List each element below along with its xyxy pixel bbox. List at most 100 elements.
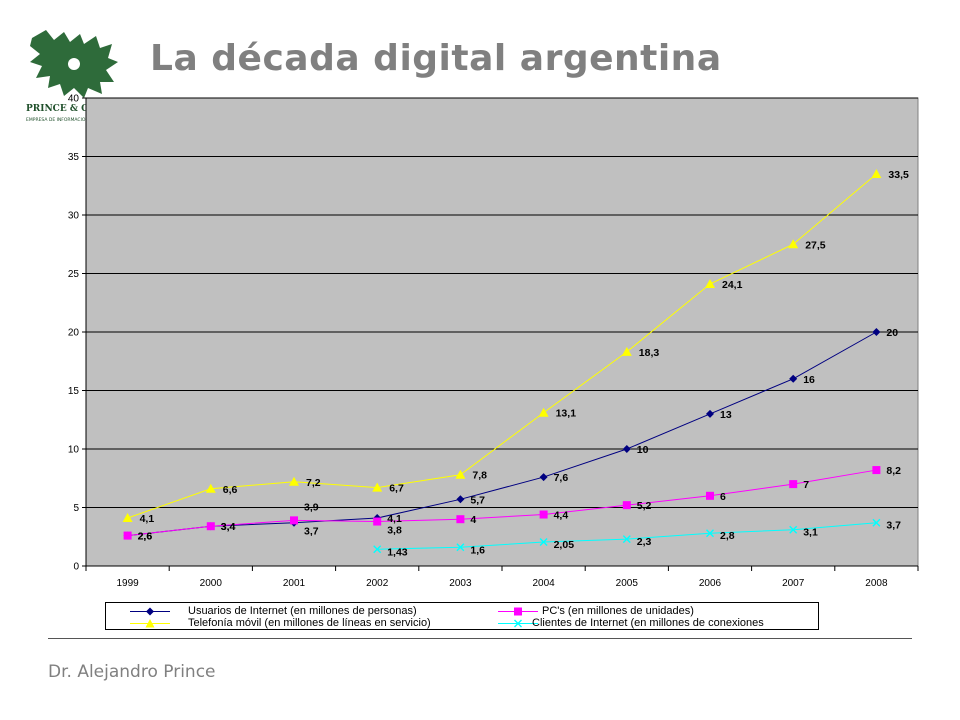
data-label-clientes: 2,8: [720, 530, 735, 542]
data-label-usuarios: 20: [886, 327, 898, 339]
data-label-clientes: 1,43: [387, 546, 408, 558]
data-point-telefonia: [455, 469, 466, 479]
data-point-pcs: [872, 466, 881, 475]
data-label-telefonia: 4,1: [140, 513, 155, 525]
legend-label-usuarios: Usuarios de Internet (en millones de per…: [188, 605, 417, 617]
triangle-marker-icon: [130, 619, 170, 628]
data-point-pcs: [789, 480, 798, 489]
data-label-usuarios: 16: [803, 374, 815, 386]
data-label-telefonia: 6,7: [389, 483, 404, 495]
data-point-pcs: [206, 522, 215, 531]
data-label-clientes: 2,05: [554, 539, 575, 551]
data-point-clientes-stroke: [706, 529, 714, 538]
data-label-clientes: 2,3: [637, 536, 652, 548]
y-tick-label: 30: [68, 211, 80, 222]
data-point-telefonia: [788, 239, 799, 249]
data-point-pcs: [373, 517, 382, 526]
square-marker-icon: [498, 607, 538, 616]
data-point-usuarios: [456, 495, 465, 504]
data-label-pcs: 7: [803, 479, 809, 491]
data-label-pcs: 2,6: [138, 531, 153, 543]
data-point-pcs: [706, 491, 714, 500]
y-tick-label: 15: [68, 386, 80, 397]
x-tick-label: 2007: [782, 578, 805, 589]
data-point-clientes-stroke: [373, 545, 382, 554]
data-label-pcs: 4,4: [554, 510, 569, 522]
data-point-telefonia: [372, 482, 383, 492]
page-title: La década digital argentina: [150, 38, 722, 79]
x-tick-label: 2008: [865, 578, 888, 589]
x-tick-label: 2002: [366, 578, 389, 589]
data-label-usuarios: 3,4: [221, 521, 236, 533]
data-point-clientes-stroke: [539, 538, 548, 547]
data-label-pcs: 8,2: [886, 465, 901, 477]
data-label-usuarios: 7,6: [554, 472, 569, 484]
logo-brand-text: PRINCE & C: [26, 104, 88, 114]
data-point-pcs: [123, 531, 132, 540]
chart-legend: Usuarios de Internet (en millones de per…: [105, 602, 819, 630]
data-label-usuarios: 2,6: [138, 531, 153, 543]
legend-label-clientes: Clientes de Internet (en millones de con…: [532, 617, 764, 629]
data-point-telefonia: [871, 169, 882, 179]
data-point-pcs: [290, 516, 298, 525]
data-label-clientes: 3,7: [886, 520, 901, 532]
data-point-clientes-stroke: [622, 535, 631, 544]
data-label-pcs: 3,4: [221, 521, 236, 533]
gridlines: [86, 97, 918, 508]
data-label-usuarios: 4,1: [387, 513, 402, 525]
data-label-telefonia: 18,3: [639, 347, 660, 359]
data-point-pcs: [456, 515, 465, 524]
data-label-pcs: 4: [470, 514, 476, 526]
x-axis: 1999 2000 2001 2002 2003 2004 2005 2006 2007 2008: [85, 565, 919, 589]
data-label-telefonia: 7,8: [472, 470, 487, 482]
data-label-usuarios: 3,7: [304, 526, 319, 538]
data-label-usuarios: 13: [720, 409, 732, 421]
data-point-clientes-stroke: [456, 543, 465, 552]
data-label-telefonia: 27,5: [805, 239, 826, 251]
y-tick-label: 20: [68, 328, 80, 339]
data-point-pcs: [539, 510, 548, 519]
logo-tagline-text: EMPRESA DE INFORMACION: [26, 117, 89, 123]
x-tick-label: 2005: [616, 578, 639, 589]
data-label-pcs: 3,8: [387, 525, 402, 537]
y-tick-label: 40: [68, 94, 80, 105]
data-label-usuarios: 10: [637, 444, 649, 456]
series-group: [122, 169, 882, 554]
data-label-pcs: 5,2: [637, 500, 652, 512]
data-point-usuarios: [539, 473, 548, 482]
data-label-telefonia: 7,2: [306, 477, 321, 489]
data-label-pcs: 6: [720, 491, 726, 503]
y-tick-label: 5: [73, 503, 79, 514]
data-point-usuarios: [789, 374, 798, 383]
data-point-usuarios: [872, 328, 881, 336]
y-tick-label: 0: [73, 562, 79, 573]
y-tick-label: 25: [68, 269, 80, 280]
series-line-telefonia: [127, 173, 877, 519]
data-point-telefonia: [205, 483, 216, 493]
data-label-telefonia: 6,6: [223, 484, 238, 496]
dragon-eye-shape: [68, 58, 80, 70]
data-point-usuarios: [622, 445, 631, 453]
x-tick-label: 2000: [200, 578, 223, 589]
data-point-pcs: [622, 501, 631, 510]
series-line-usuarios: [127, 331, 877, 537]
data-point-telefonia: [705, 279, 715, 289]
legend-label-telefonia: Telefonía móvil (en millones de líneas e…: [188, 617, 431, 629]
legend-label-pcs: PC's (en millones de unidades): [542, 605, 694, 617]
data-label-usuarios: 5,7: [470, 494, 485, 506]
series-line-pcs: [127, 469, 877, 537]
footer-divider: [48, 638, 912, 639]
data-point-telefonia: [289, 476, 299, 486]
data-label-telefonia: 13,1: [556, 408, 577, 420]
footer-author: Dr. Alejandro Prince: [48, 662, 216, 682]
x-tick-label: 2001: [283, 578, 306, 589]
y-tick-label: 35: [68, 152, 80, 163]
diamond-marker-icon: [130, 607, 170, 616]
y-axis: 0 5 10 15 20 25 30 35 40: [68, 94, 87, 573]
x-marker-icon: [498, 619, 538, 628]
data-point-telefonia: [621, 346, 632, 356]
data-point-clientes-stroke: [872, 518, 881, 527]
data-label-telefonia: 24,1: [722, 279, 743, 291]
